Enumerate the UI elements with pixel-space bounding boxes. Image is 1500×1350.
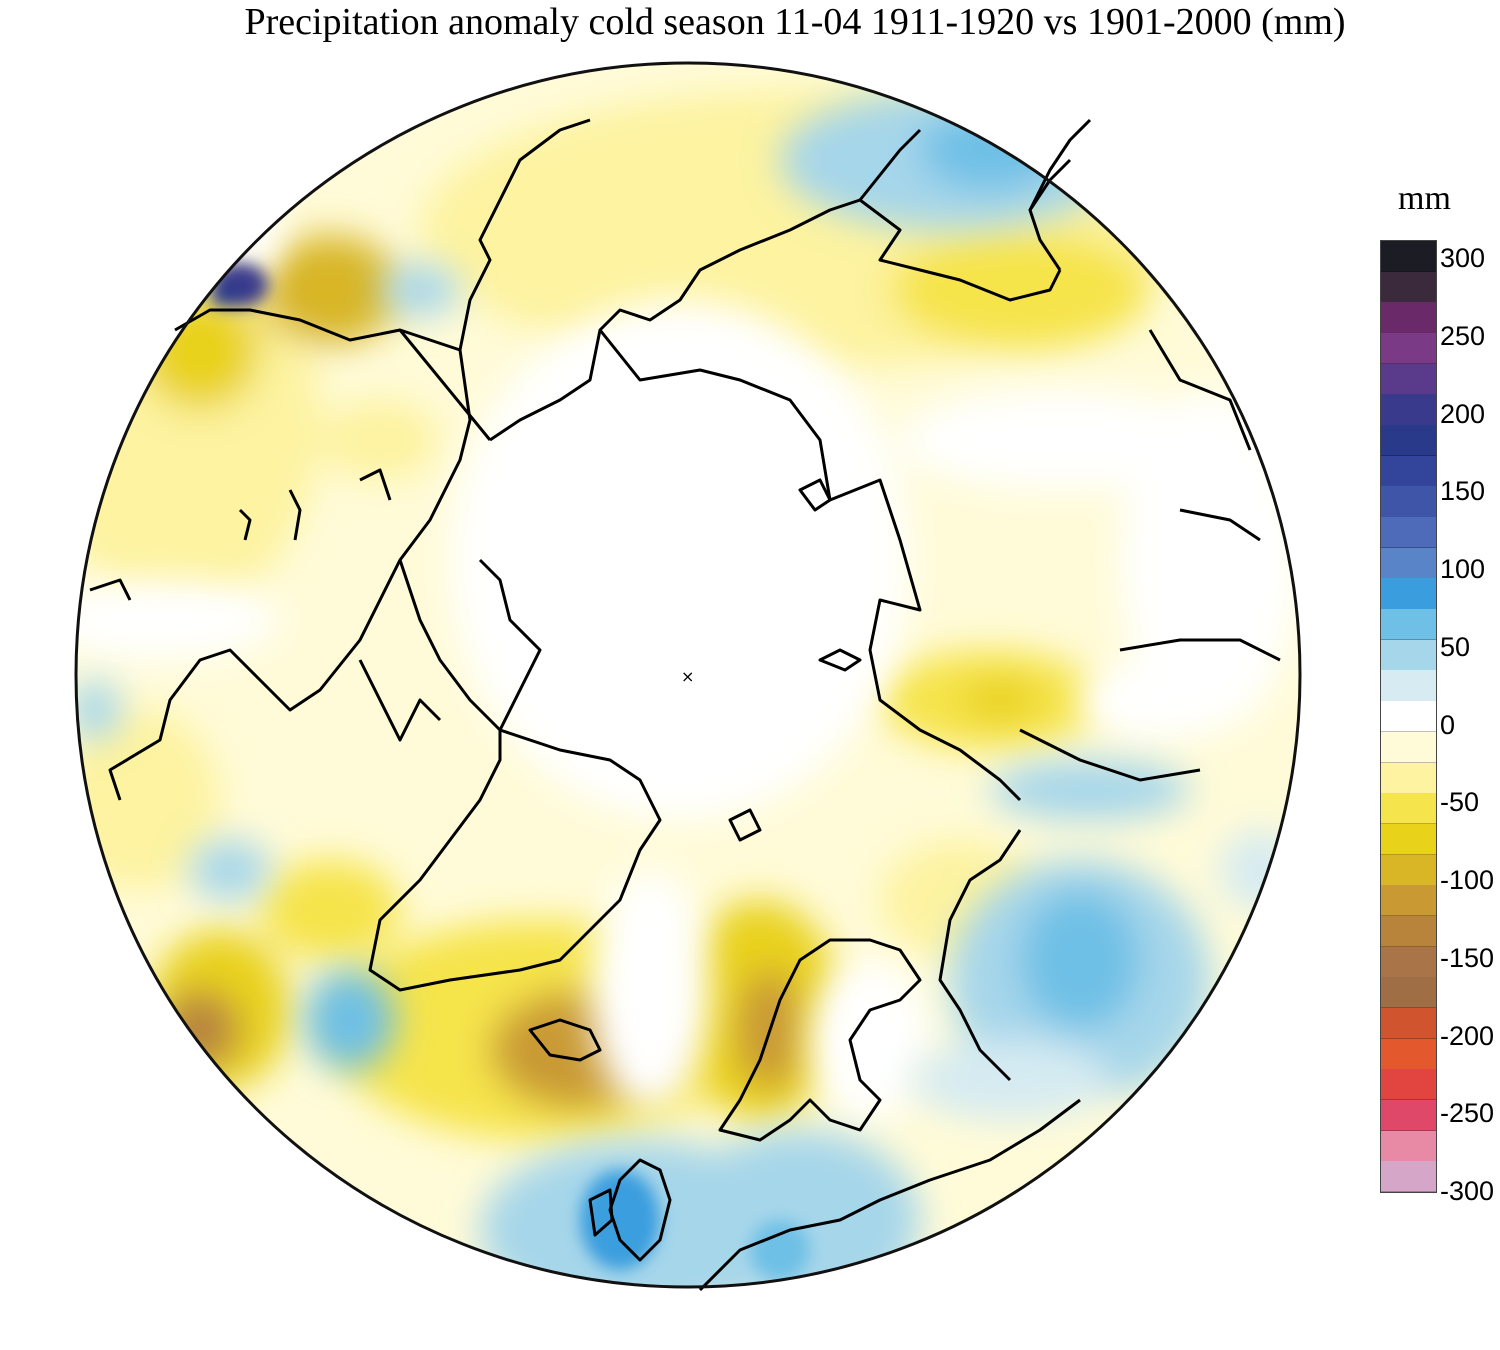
siberia-coast xyxy=(489,198,1062,442)
legend-unit: mm xyxy=(1398,180,1451,217)
colorbar-segment xyxy=(1381,394,1436,426)
colorbar-tick-label: 200 xyxy=(1440,398,1486,429)
alaska-coast xyxy=(174,118,591,352)
alaska-negative xyxy=(260,235,400,345)
iceland-coast xyxy=(528,1018,602,1062)
europe-coast xyxy=(698,1098,1081,1292)
colorbar-tick-label: -100 xyxy=(1440,865,1495,895)
colorbar-segment xyxy=(1381,1130,1436,1162)
colorbar-segment xyxy=(1381,885,1436,917)
north-pole-marker: × xyxy=(681,667,694,686)
colorbar-segment xyxy=(1381,977,1436,1009)
colorbar-tick-label: 50 xyxy=(1440,631,1471,662)
colorbar-segment xyxy=(1381,547,1436,579)
arctic-near-zero xyxy=(450,300,910,820)
colorbar-segment xyxy=(1381,333,1436,365)
map-border xyxy=(74,61,1302,1289)
colorbar-segment xyxy=(1381,639,1436,671)
colorbar-tick-label: 300 xyxy=(1440,243,1486,273)
arctic-archipelago xyxy=(398,558,542,732)
colorbar-segment xyxy=(1381,1007,1436,1040)
colorbar-segment xyxy=(1381,1161,1436,1193)
taymyr-coast xyxy=(598,329,1022,802)
colorbar-tick-label: -250 xyxy=(1440,1098,1495,1129)
colorbar-segment xyxy=(1381,854,1436,886)
colorbar-tick-label: 0 xyxy=(1440,709,1456,740)
colorbar-segment xyxy=(1381,241,1436,273)
colorbar-segment xyxy=(1381,762,1436,794)
greenland-coast xyxy=(368,728,662,992)
colorbar-segment xyxy=(1381,793,1436,825)
east-siberia-negative xyxy=(890,230,1150,350)
scandinavia-coast xyxy=(718,938,922,1142)
colorbar-segment xyxy=(1381,609,1436,641)
colorbar-segment xyxy=(1381,946,1436,978)
colorbar-tick-label: -200 xyxy=(1440,1020,1495,1051)
colorbar-segment xyxy=(1381,455,1436,487)
colorbar-segment xyxy=(1381,823,1436,856)
coastlines xyxy=(89,118,1281,1292)
colorbar-segment xyxy=(1381,731,1436,763)
colorbar-segment xyxy=(1381,517,1436,549)
colorbar-segment xyxy=(1381,425,1436,457)
colorbar-segment xyxy=(1381,1038,1436,1070)
colorbar-segment xyxy=(1381,670,1436,702)
colorbar-segment xyxy=(1381,363,1436,395)
colorbar-segment xyxy=(1381,302,1436,334)
colorbar-segment xyxy=(1381,578,1436,610)
colorbar-tick-label: -300 xyxy=(1440,1176,1495,1206)
colorbar-tick-label: 100 xyxy=(1440,554,1486,584)
colorbar-segment xyxy=(1381,271,1436,303)
colorbar-segment xyxy=(1381,486,1436,518)
anomaly-field xyxy=(76,63,1300,1287)
colorbar-segment xyxy=(1381,1099,1436,1132)
colorbar-tick-label: 250 xyxy=(1440,320,1486,351)
colorbar-segment xyxy=(1381,1069,1436,1101)
colorbar-segment xyxy=(1381,915,1436,948)
colorbar-tick-label: 150 xyxy=(1440,476,1486,507)
chart-title: Precipitation anomaly cold season 11-04 … xyxy=(244,1,1346,43)
colorbar xyxy=(1380,240,1437,1193)
colorbar-tick-label: -150 xyxy=(1440,942,1495,973)
colorbar-segment xyxy=(1381,701,1436,733)
colorbar-tick-label: -50 xyxy=(1440,787,1480,818)
canada-coast xyxy=(108,349,472,801)
